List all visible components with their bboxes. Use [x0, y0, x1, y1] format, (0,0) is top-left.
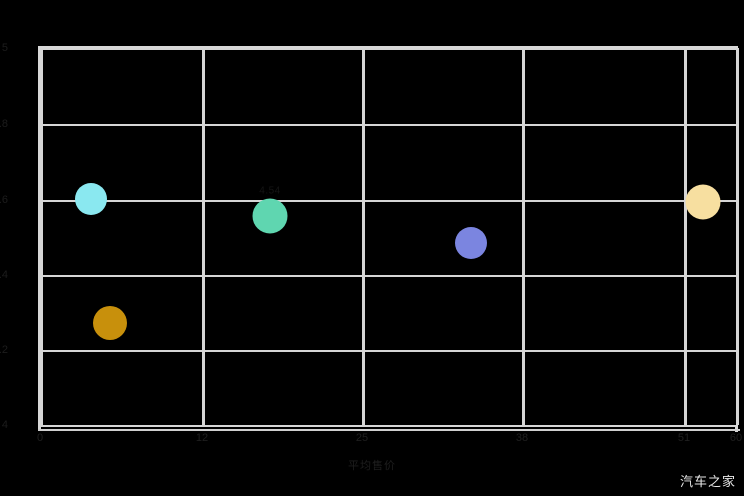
gridline-horizontal [40, 425, 736, 427]
data-point-bubble[interactable] [93, 306, 127, 340]
gridline-vertical [684, 48, 687, 425]
x-axis-tick-label: 0 [36, 432, 44, 444]
gridline-vertical [362, 48, 365, 425]
watermark-autohome: 汽车之家 [679, 475, 736, 490]
data-point-label: 4.54 [259, 185, 281, 196]
x-axis-tick-label: 51 [677, 432, 691, 444]
data-point-bubble[interactable] [455, 227, 487, 259]
y-axis-tick-label: 4.2 [0, 344, 8, 356]
y-axis-tick-label: 5 [1, 42, 8, 54]
y-axis-tick-label: 4.6 [0, 194, 8, 206]
x-axis-tick-label: 38 [515, 432, 529, 444]
data-point-bubble[interactable] [252, 198, 288, 234]
plot-frame-left [38, 46, 41, 431]
x-axis-line [38, 429, 740, 431]
data-point-bubble[interactable] [685, 184, 721, 220]
gridline-horizontal [40, 275, 736, 277]
plot-area: 4.54 [40, 48, 739, 427]
x-axis-tick-label: 60 [729, 432, 743, 444]
gridline-horizontal [40, 124, 736, 126]
y-axis-tick-label: 4.8 [0, 118, 8, 130]
y-axis-tick-label: 4.4 [0, 269, 8, 281]
x-axis-tick-label: 25 [355, 432, 369, 444]
gridline-vertical [202, 48, 205, 425]
gridline-horizontal [40, 200, 736, 202]
y-axis-tick-label: 4 [1, 419, 8, 431]
gridline-horizontal [40, 48, 736, 50]
x-axis-tick-label: 12 [195, 432, 209, 444]
plot-frame-top [40, 46, 738, 48]
gridline-horizontal [40, 350, 736, 352]
x-axis-title: 平均售价 [348, 460, 396, 472]
gridline-vertical [522, 48, 525, 425]
gridline-vertical [40, 48, 43, 425]
data-point-bubble[interactable] [75, 183, 107, 215]
gridline-vertical [736, 48, 739, 425]
